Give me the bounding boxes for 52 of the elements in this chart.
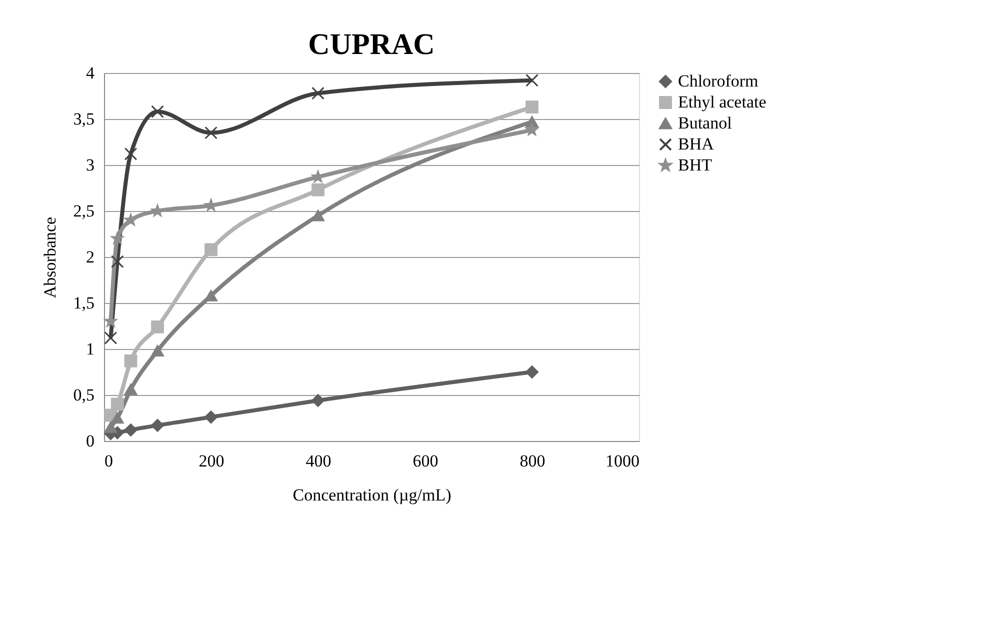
x-tick-label: 600 [412,452,438,470]
point [110,255,124,268]
point [312,394,324,407]
y-tick-label: 3 [86,156,94,174]
point [526,366,538,378]
x-tick-label: 200 [198,452,224,470]
point [151,320,164,334]
point [124,148,138,160]
point [526,74,538,87]
point [151,204,164,216]
point [526,100,538,114]
y-tick-label: 0 [86,432,94,450]
point [204,126,218,140]
point [111,232,124,244]
legend-label: BHA [678,134,715,154]
y-tick-label: 2 [86,248,94,266]
y-tick-label: 0,5 [73,386,94,404]
x-tick-label: 0 [104,452,113,470]
point [124,424,138,436]
point [204,243,218,256]
point [124,354,138,368]
point [151,418,164,432]
x-tick-label: 400 [306,452,332,470]
point [124,214,137,226]
x-axis-title: Concentration (µg/mL) [292,486,452,504]
point [110,412,124,424]
point [526,124,538,136]
legend-label: Chloroform [678,72,758,90]
point [204,410,218,424]
y-tick-label: 1,5 [73,294,94,312]
chart-title: CUPRAC [308,28,435,61]
y-tick-label: 1 [86,340,94,358]
point [151,105,164,118]
point [104,422,118,433]
point [312,86,324,100]
legend-label: BHT [678,156,713,174]
point [124,384,138,396]
point [151,345,164,357]
y-tick-label: 4 [86,64,95,82]
y-tick-label: 2,5 [73,202,94,220]
point [312,210,324,222]
legend-label: Ethyl acetate [678,92,766,112]
x-tick-label: 800 [520,452,546,470]
point [104,332,118,344]
y-axis-title: Absorbance [40,216,60,298]
point [110,398,124,411]
y-tick-label: 3,5 [73,110,94,128]
point [312,170,324,182]
point [204,290,218,302]
point [312,183,324,196]
legend-label: Butanol [678,114,732,132]
x-tick-label: 1000 [606,452,640,470]
